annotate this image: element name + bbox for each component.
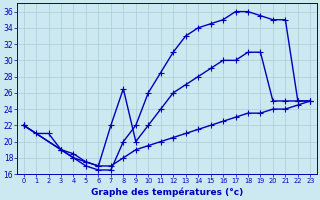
X-axis label: Graphe des températures (°c): Graphe des températures (°c) [91,187,243,197]
